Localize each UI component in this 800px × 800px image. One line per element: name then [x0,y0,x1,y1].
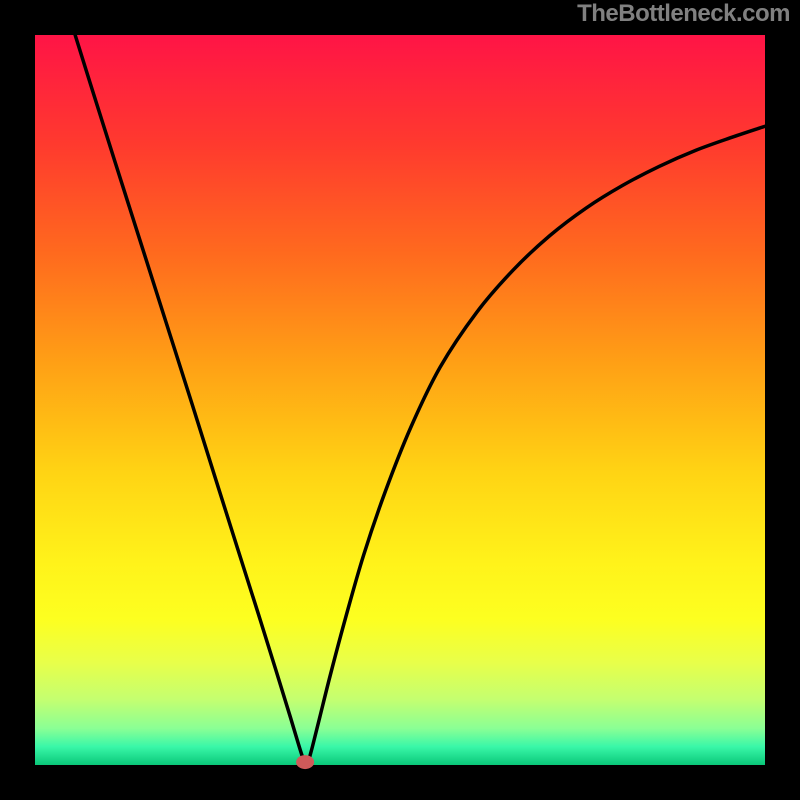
plot-background [35,35,765,765]
minimum-marker [296,755,314,769]
chart-container: TheBottleneck.com [0,0,800,800]
bottleneck-chart-svg [0,0,800,800]
watermark: TheBottleneck.com [577,0,790,28]
